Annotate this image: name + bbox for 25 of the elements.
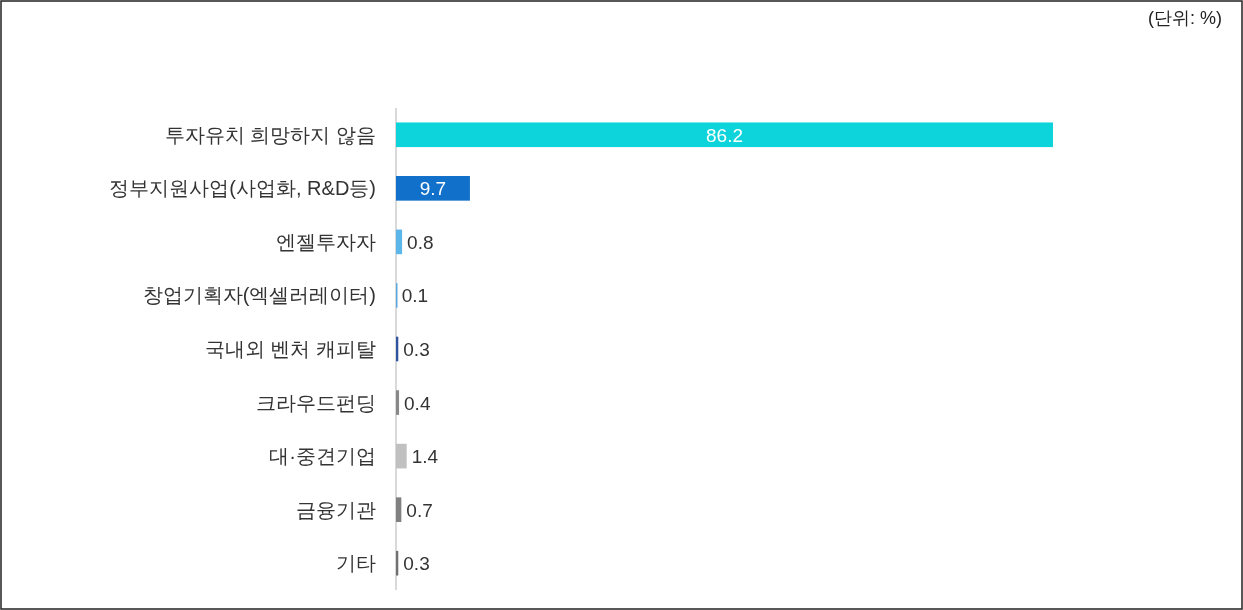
data-label: 0.3: [403, 553, 430, 575]
y-tick-label: 투자유치 희망하지 않음: [164, 123, 376, 146]
data-label: 0.4: [404, 392, 431, 414]
data-label: 9.7: [419, 178, 447, 200]
data-label: 86.2: [706, 124, 743, 146]
bar: [396, 122, 1053, 148]
bar: [396, 390, 400, 415]
y-tick-label: 창업기획자(엑셀러레이터): [142, 284, 376, 307]
data-label: 0.3: [403, 339, 430, 360]
bar: [396, 497, 402, 522]
bar: [396, 443, 407, 469]
data-label: 0.1: [401, 285, 429, 307]
y-tick-label: 국내외 벤처 캐피탈: [204, 338, 376, 360]
y-tick-label: 엔젤투자자: [276, 230, 376, 253]
bar: [396, 229, 403, 255]
data-label: 0.7: [406, 499, 433, 521]
y-tick-label: 대·중견기업: [269, 445, 376, 468]
data-label: 0.8: [407, 231, 434, 253]
y-tick-label: 크라우드펀딩: [256, 391, 376, 414]
y-tick-label: 금융기관: [296, 498, 376, 521]
y-tick-label: 정부지원사업(사업화, R&D등): [109, 177, 376, 200]
text: (단위: %): [1148, 8, 1222, 28]
bar: [396, 176, 470, 201]
y-tick-label: 기타: [336, 552, 376, 575]
data-label: 1.4: [411, 446, 439, 468]
